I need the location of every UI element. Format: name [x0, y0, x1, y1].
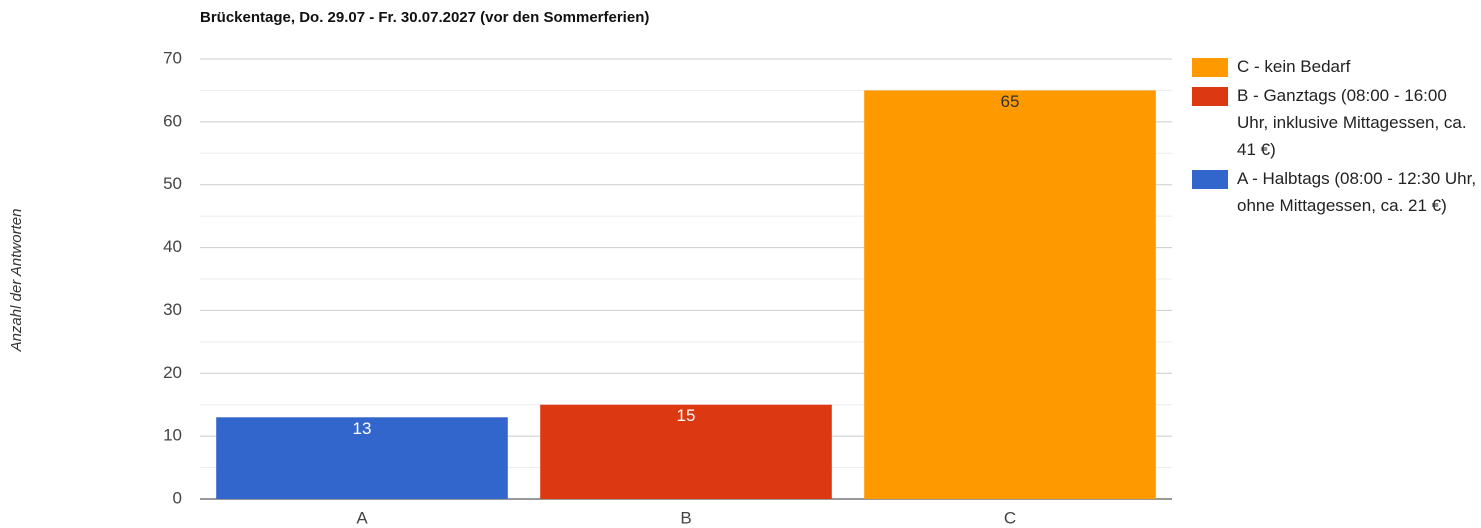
y-tick-label: 50	[163, 174, 182, 193]
y-tick-label: 40	[163, 237, 182, 256]
bar-segment	[540, 404, 832, 499]
y-tick-label: 20	[163, 363, 182, 382]
bar-segment	[216, 417, 508, 499]
legend: C - kein Bedarf B - Ganztags (08:00 - 16:…	[1192, 57, 1477, 225]
legend-label: A - Halbtags (08:00 - 12:30 Uhr, ohne Mi…	[1237, 169, 1477, 215]
x-tick-label: B	[680, 508, 691, 527]
legend-entry: C - kein Bedarf	[1192, 57, 1477, 80]
bar-segment	[864, 90, 1156, 499]
y-tick-label: 10	[163, 426, 182, 445]
y-tick-label: 30	[163, 300, 182, 319]
data-label: 15	[677, 406, 696, 425]
x-tick-label: A	[356, 508, 368, 527]
y-tick-label: 0	[173, 488, 182, 507]
data-label: 65	[1001, 92, 1020, 111]
legend-swatch	[1192, 170, 1228, 189]
data-label: 13	[353, 419, 372, 438]
chart-title: Brückentage, Do. 29.07 - Fr. 30.07.2027 …	[200, 9, 649, 26]
legend-swatch	[1192, 87, 1228, 106]
x-tick-label: C	[1004, 508, 1016, 527]
legend-swatch	[1192, 58, 1228, 77]
y-tick-label: 60	[163, 111, 182, 130]
legend-entry: B - Ganztags (08:00 - 16:00 Uhr, inklusi…	[1192, 86, 1477, 163]
legend-label: B - Ganztags (08:00 - 16:00 Uhr, inklusi…	[1237, 86, 1467, 159]
y-tick-label: 70	[163, 48, 182, 67]
legend-label: C - kein Bedarf	[1237, 57, 1351, 76]
legend-entry: A - Halbtags (08:00 - 12:30 Uhr, ohne Mi…	[1192, 169, 1477, 219]
y-axis-title: Anzahl der Antworten	[8, 209, 25, 353]
